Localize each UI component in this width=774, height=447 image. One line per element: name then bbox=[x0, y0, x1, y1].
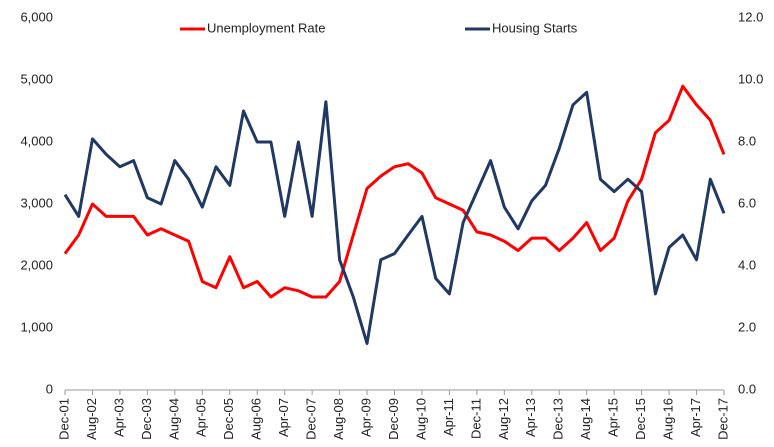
x-tick-label: Dec-11 bbox=[468, 398, 483, 439]
x-tick-label: Apr-09 bbox=[358, 398, 373, 437]
x-tick-label: Dec-15 bbox=[633, 398, 648, 440]
x-tick-label: Aug-04 bbox=[166, 398, 181, 440]
y2-tick-label: 2.0 bbox=[738, 319, 756, 334]
x-tick-label: Apr-17 bbox=[688, 398, 703, 437]
x-tick-label: Apr-07 bbox=[276, 398, 291, 437]
x-tick-label: Aug-16 bbox=[661, 398, 676, 440]
x-tick-label: Aug-12 bbox=[496, 398, 511, 440]
x-tick-label: Apr-03 bbox=[111, 398, 126, 437]
y2-tick-label: 0.0 bbox=[738, 381, 756, 396]
x-tick-label: Aug-14 bbox=[578, 398, 593, 440]
y2-tick-label: 12.0 bbox=[738, 9, 763, 24]
x-tick-label: Apr-13 bbox=[523, 398, 538, 437]
x-tick-label: Dec-05 bbox=[221, 398, 236, 440]
y-tick-label: 2,000 bbox=[20, 257, 53, 272]
y-tick-label: 0 bbox=[46, 381, 53, 396]
x-tick-label: Aug-10 bbox=[413, 398, 428, 440]
series-line bbox=[63, 90, 726, 345]
y2-tick-label: 6.0 bbox=[738, 195, 756, 210]
x-tick-label: Dec-09 bbox=[386, 398, 401, 440]
y-tick-label: 5,000 bbox=[20, 71, 53, 86]
x-tick-label: Aug-06 bbox=[249, 398, 264, 440]
series-line bbox=[63, 84, 726, 299]
y2-tick-label: 8.0 bbox=[738, 133, 756, 148]
x-tick-label: Dec-13 bbox=[551, 398, 566, 440]
x-tick-label: Dec-01 bbox=[56, 398, 71, 440]
x-tick-label: Apr-05 bbox=[194, 398, 209, 437]
y-tick-label: 3,000 bbox=[20, 195, 53, 210]
x-tick-label: Dec-07 bbox=[304, 398, 319, 440]
x-tick-label: Dec-17 bbox=[715, 398, 730, 440]
x-tick-label: Apr-15 bbox=[606, 398, 621, 437]
y-tick-label: 6,000 bbox=[20, 9, 53, 24]
x-tick-label: Apr-11 bbox=[441, 398, 456, 436]
y-tick-label: 4,000 bbox=[20, 133, 53, 148]
y2-tick-label: 4.0 bbox=[738, 257, 756, 272]
x-tick-label: Dec-03 bbox=[139, 398, 154, 440]
legend-label: Unemployment Rate bbox=[207, 20, 326, 35]
x-tick-label: Aug-02 bbox=[84, 398, 99, 440]
y2-tick-label: 10.0 bbox=[738, 71, 763, 86]
x-tick-label: Aug-08 bbox=[331, 398, 346, 440]
y-tick-label: 1,000 bbox=[20, 319, 53, 334]
legend-label: Housing Starts bbox=[492, 20, 578, 35]
